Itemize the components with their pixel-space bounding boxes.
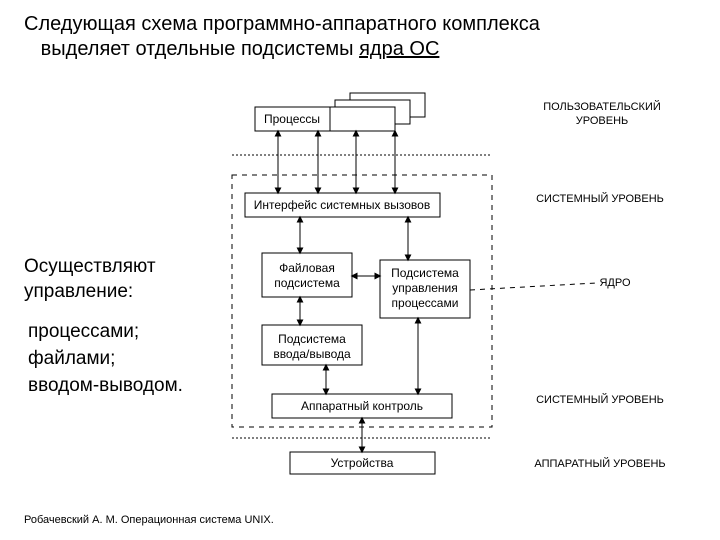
processes-label: Процессы [264,112,320,126]
proc-sub-line3: процессами [392,296,459,310]
diagram: Процессы Интерфейс системных вызовов Фай… [0,0,720,540]
process-stack-front [320,107,395,131]
label-kernel: ЯДРО [599,277,630,289]
syscalls-label: Интерфейс системных вызовов [254,198,430,212]
proc-sub-line2: управления [392,281,457,295]
hw-ctrl-label: Аппаратный контроль [301,399,423,413]
dash-connector [470,283,596,290]
label-system-level-2: СИСТЕМНЫЙ УРОВЕНЬ [536,393,664,406]
file-sub-line2: подсистема [274,276,340,290]
io-sub-line2: ввода/вывода [273,347,351,361]
proc-sub-line1: Подсистема [391,266,459,280]
devices-label: Устройства [331,456,394,470]
file-sub-line1: Файловая [279,261,335,275]
io-sub-line1: Подсистема [278,332,346,346]
label-system-level-1: СИСТЕМНЫЙ УРОВЕНЬ [536,192,664,205]
label-user-level-1: ПОЛЬЗОВАТЕЛЬСКИЙ [543,100,661,113]
label-user-level-2: УРОВЕНЬ [576,115,628,127]
label-hw-level: АППАРАТНЫЙ УРОВЕНЬ [534,457,665,470]
